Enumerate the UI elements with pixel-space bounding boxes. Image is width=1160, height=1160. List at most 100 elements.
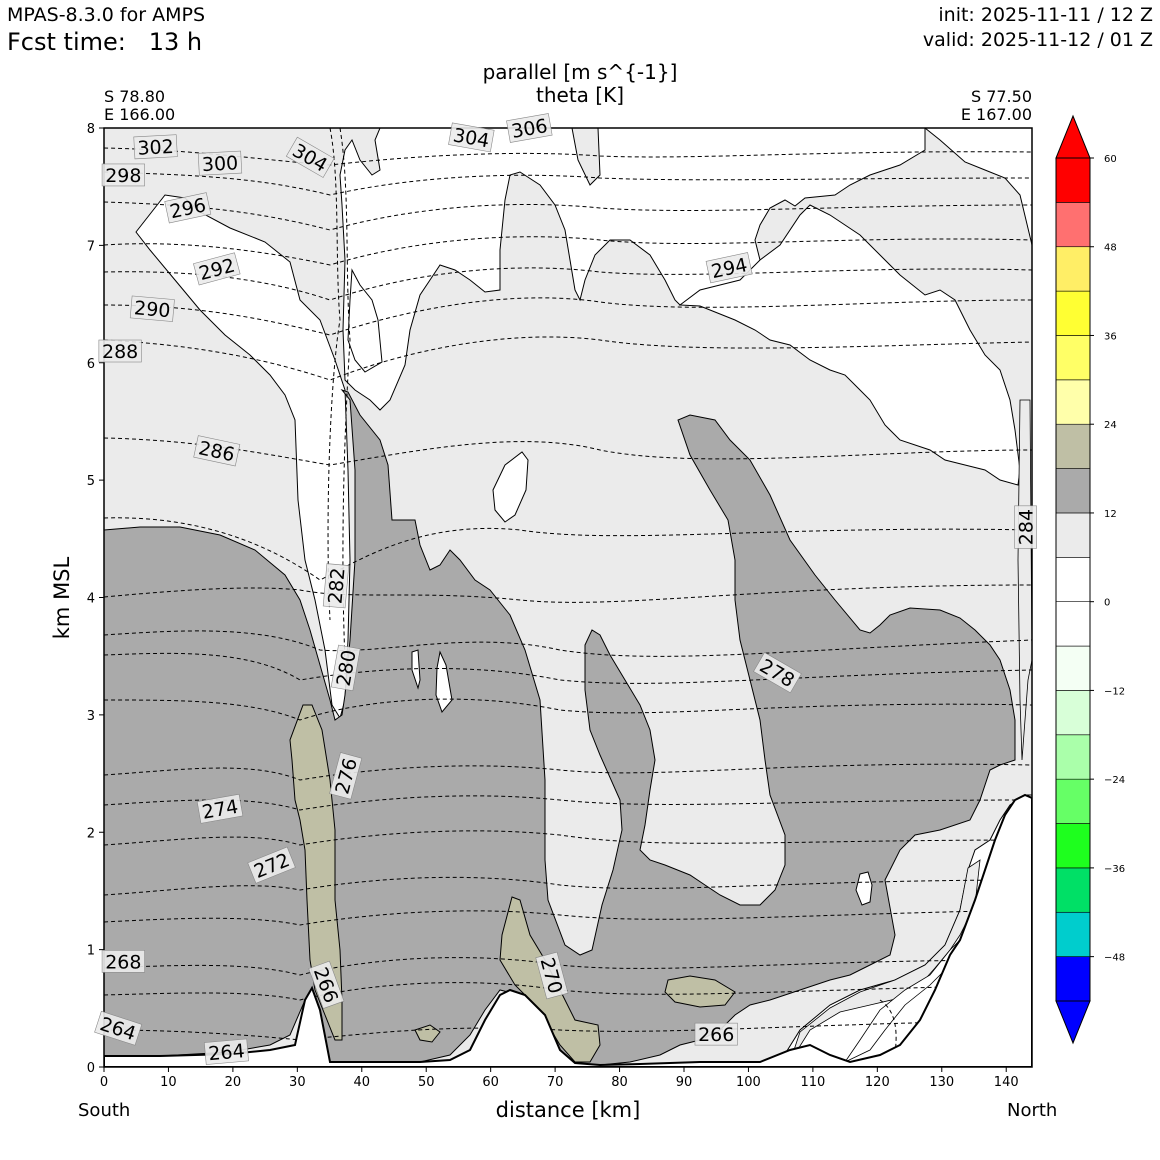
north-label: North <box>1007 1100 1058 1121</box>
theta-label: 302 <box>133 134 178 160</box>
south-label: South <box>78 1100 131 1121</box>
y-tick-label: 0 <box>87 1061 95 1076</box>
terrain <box>104 793 1032 1067</box>
theta-label: 266 <box>694 1022 738 1046</box>
theta-label-box <box>133 134 178 160</box>
theta-label-box <box>98 339 142 363</box>
y-axis: 0 1 2 3 4 5 6 7 8 <box>87 122 104 1076</box>
theta-label: 298 <box>101 163 145 187</box>
theta-label-box <box>193 435 241 467</box>
x-tick-label: 130 <box>929 1075 954 1090</box>
valid-time: valid: 2025-11-12 / 01 Z <box>922 29 1153 51</box>
theta-label-box <box>164 192 212 224</box>
right-lat: S 77.50 <box>970 87 1032 106</box>
theta-label-box <box>197 150 243 176</box>
x-tick-label: 70 <box>547 1075 564 1090</box>
left-lon: E 166.00 <box>104 105 176 124</box>
fcst-label: Fcst time: <box>7 28 126 56</box>
colorbar-tick-label: 60 <box>1104 154 1117 165</box>
theta-label-box <box>753 652 802 694</box>
theta-label-text: 264 <box>208 1040 246 1065</box>
white-hole-c <box>855 871 873 906</box>
forecast-time: Fcst time: 13 h <box>7 28 202 56</box>
colorbar-segment <box>1055 290 1091 336</box>
theta-label: 294 <box>705 252 753 284</box>
colorbar-tick-label: 36 <box>1104 331 1117 342</box>
x-tick-label: 90 <box>676 1075 693 1090</box>
colorbar-segment <box>1055 734 1091 780</box>
theta-label-box <box>129 295 175 322</box>
theta-label: 286 <box>193 435 241 467</box>
x-tick-label: 30 <box>289 1075 306 1090</box>
theta-label-box <box>329 752 363 800</box>
khaki-blob-right <box>664 975 736 1008</box>
theta-label-box <box>448 122 495 153</box>
x-tick-label: 60 <box>482 1075 499 1090</box>
wind-fields <box>104 128 1032 1067</box>
theta-label: 268 <box>101 950 145 973</box>
x-axis: 0 10 20 30 40 50 60 70 80 90 100 110 120 130 140 <box>100 1067 1019 1090</box>
theta-label-box <box>506 113 553 143</box>
colorbar-segment <box>1055 512 1091 558</box>
theta-label-box <box>196 793 244 824</box>
colorbar-tick-label: −36 <box>1104 864 1125 875</box>
theta-label-box <box>193 252 241 286</box>
theta-label-box <box>308 960 345 1009</box>
colorbar-segment <box>1055 246 1091 292</box>
y-tick-label: 4 <box>87 592 95 607</box>
x-tick-label: 0 <box>100 1075 108 1090</box>
theta-label: 282 <box>322 563 350 609</box>
theta-label: 270 <box>535 951 569 1000</box>
colorbar-tick-label: 24 <box>1104 420 1117 431</box>
theta-label: 264 <box>203 1038 249 1065</box>
right-endpoint: S 77.50 E 167.00 <box>961 88 1032 124</box>
theta-label: 284 <box>1014 505 1038 549</box>
theta-label-box <box>535 951 569 1000</box>
white-region-top-center <box>339 128 1032 411</box>
y-tick-label: 7 <box>87 239 95 254</box>
theta-label-text: 288 <box>102 341 138 363</box>
theta-label-text: 268 <box>105 951 141 973</box>
right-lon: E 167.00 <box>960 105 1032 124</box>
left-endpoint: S 78.80 E 166.00 <box>104 88 175 124</box>
x-tick-label: 50 <box>418 1075 435 1090</box>
theta-label-box <box>694 1022 738 1046</box>
y-tick-label: 1 <box>87 944 95 959</box>
theta-label-box <box>101 950 145 973</box>
theta-label-text: 266 <box>698 1024 734 1046</box>
x-axis-label: distance [km] <box>495 1098 641 1122</box>
theta-label-text: 282 <box>324 567 349 605</box>
x-tick-label: 120 <box>865 1075 890 1090</box>
theta-label: 288 <box>98 339 142 363</box>
colorbar-tick-label: −12 <box>1104 686 1125 697</box>
theta-label-text: 300 <box>201 152 238 176</box>
colorbar-tick-label: −48 <box>1104 953 1125 964</box>
y-tick-label: 3 <box>87 709 95 724</box>
x-tick-label: 110 <box>800 1075 825 1090</box>
colorbar-segment <box>1055 335 1091 381</box>
x-tick-label: 140 <box>994 1075 1019 1090</box>
y-tick-label: 5 <box>87 474 95 489</box>
x-tick-label: 40 <box>354 1075 371 1090</box>
x-tick-label: 10 <box>160 1075 177 1090</box>
y-axis-label: km MSL <box>50 556 74 640</box>
colorbar-segment <box>1055 468 1091 514</box>
fcst-value: 13 h <box>148 28 203 56</box>
x-tick-label: 20 <box>225 1075 242 1090</box>
colorbar-frame <box>1055 157 1091 1002</box>
chart-title: parallel [m s^{-1}] <box>482 60 678 84</box>
colorbar-segment <box>1055 557 1091 602</box>
colorbar-segment <box>1055 423 1091 469</box>
colorbar-extend-min <box>1055 1000 1091 1045</box>
white-pocket-5km <box>492 451 529 523</box>
y-tick-label: 6 <box>87 357 95 372</box>
colorbar-segment <box>1055 911 1091 957</box>
theta-label-box <box>705 252 753 284</box>
colorbar-tick-label: 12 <box>1104 509 1117 520</box>
colorbar-segment <box>1055 867 1091 913</box>
colorbar-segment <box>1055 956 1091 1002</box>
theta-label-text: 284 <box>1016 509 1038 545</box>
colorbar-tick-label: 48 <box>1104 243 1117 254</box>
theta-label-box <box>101 163 145 187</box>
